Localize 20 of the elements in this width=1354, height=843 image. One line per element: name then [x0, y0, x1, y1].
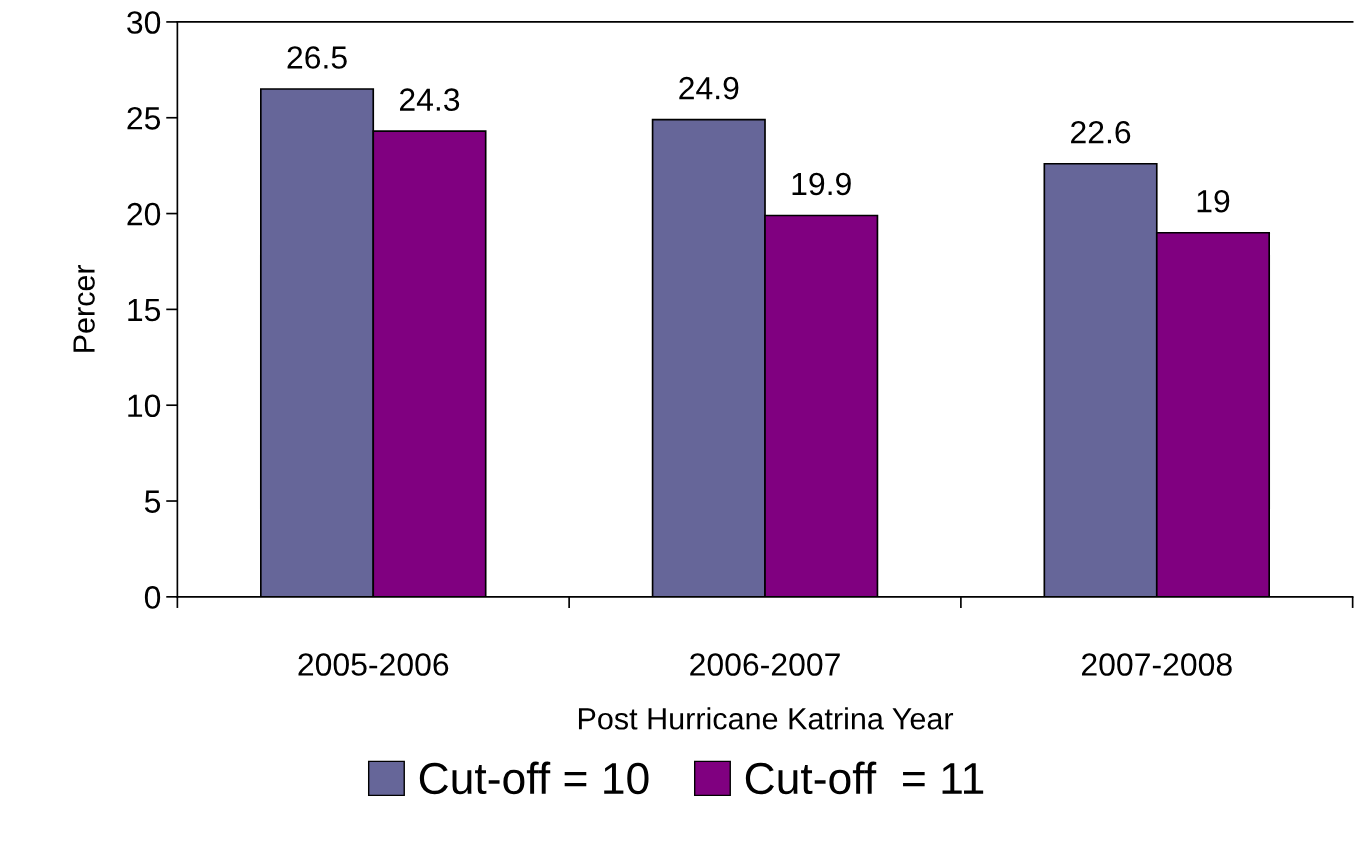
data-label: 24.9 [679, 76, 739, 100]
y-tick-label: 30 [127, 11, 161, 34]
legend-label: Cut-off = 10 [419, 761, 649, 795]
y-tick-label: 5 [144, 490, 161, 513]
x-tick-label: 2005-2006 [298, 653, 449, 676]
data-label: 24.3 [399, 88, 460, 111]
y-axis-title: Percer [73, 264, 95, 352]
data-label: 26.5 [287, 46, 347, 69]
y-tick-label: 25 [127, 107, 161, 130]
y-tick-label: 10 [128, 394, 161, 418]
data-label: 19 [1197, 189, 1230, 213]
x-tick-label: 2006-2007 [690, 653, 840, 676]
x-tick-label: 2007-2008 [1082, 653, 1232, 676]
data-label: 22.6 [1071, 120, 1131, 144]
y-tick-label: 0 [144, 586, 161, 609]
legend-label: Cut-off = 11 [745, 761, 984, 795]
x-axis-title: Post Hurricane Katrina Year [578, 707, 954, 730]
y-tick-label: 15 [128, 298, 161, 322]
data-label: 19.9 [792, 172, 851, 196]
y-tick-label: 20 [127, 202, 161, 226]
